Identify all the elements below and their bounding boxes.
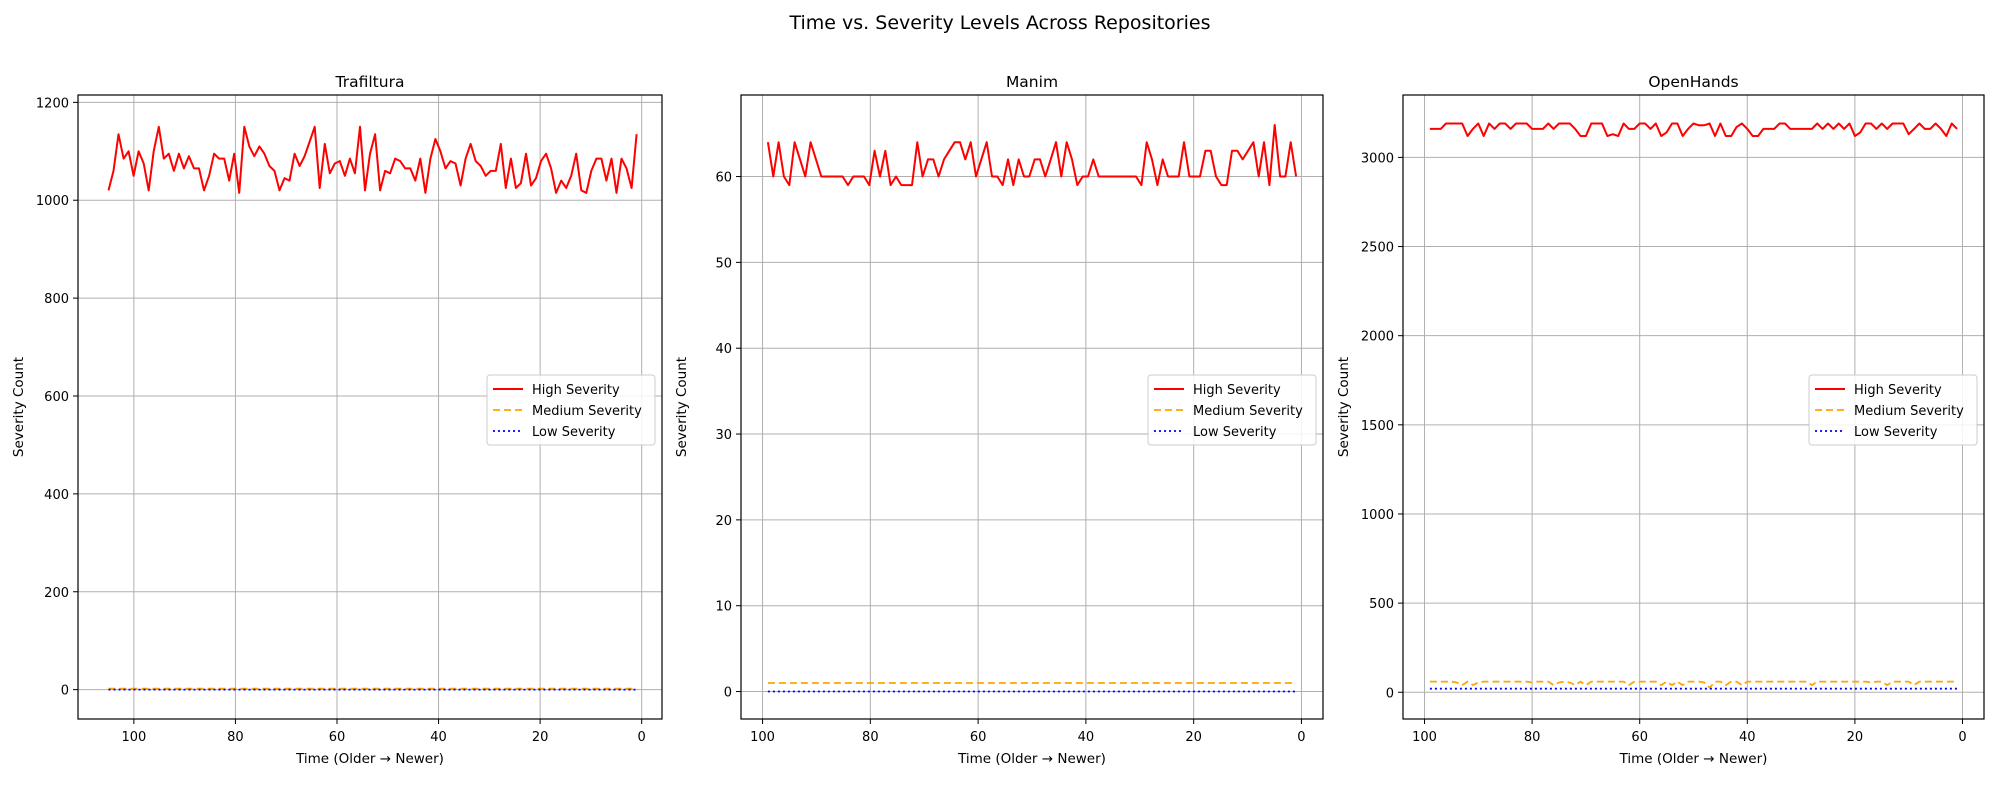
y-tick-label: 20 bbox=[715, 514, 732, 529]
high-severity-line bbox=[107, 125, 638, 194]
subplot-title-trafiltura: Trafiltura bbox=[335, 73, 405, 91]
legend: High Severity Medium Severity Low Severity bbox=[486, 374, 656, 446]
y-tick-label: 3000 bbox=[1361, 151, 1394, 166]
figure-title: Time vs. Severity Levels Across Reposito… bbox=[789, 12, 1211, 34]
y-tick-label: 1200 bbox=[36, 96, 69, 111]
high-severity-line bbox=[766, 124, 1298, 187]
legend-label: Low Severity bbox=[1193, 425, 1277, 440]
x-tick-label: 20 bbox=[1185, 730, 1202, 745]
x-tick-label: 80 bbox=[862, 730, 879, 745]
y-tick-label: 50 bbox=[715, 256, 732, 271]
x-tick-label: 60 bbox=[329, 730, 346, 745]
x-tick-label: 100 bbox=[121, 730, 146, 745]
x-tick-label: 20 bbox=[532, 730, 549, 745]
y-axis-label: Severity Count bbox=[1336, 357, 1352, 457]
legend-label: Medium Severity bbox=[1193, 404, 1303, 419]
subplot-openhands: 100 80 60 40 20 0050010001500200025003000Open… bbox=[1336, 73, 1985, 767]
x-tick-label: 40 bbox=[430, 730, 447, 745]
legend-label: Medium Severity bbox=[532, 404, 642, 419]
y-tick-label: 1000 bbox=[36, 194, 69, 209]
y-tick-label: 1000 bbox=[1361, 508, 1394, 523]
x-tick-label: 40 bbox=[1078, 730, 1095, 745]
y-tick-label: 2500 bbox=[1361, 241, 1394, 256]
y-tick-label: 500 bbox=[1369, 597, 1394, 612]
y-axis-label: Severity Count bbox=[11, 357, 27, 457]
x-tick-label: 20 bbox=[1847, 730, 1864, 745]
y-tick-label: 30 bbox=[715, 428, 732, 443]
legend-label: High Severity bbox=[1193, 383, 1281, 398]
plot-frame bbox=[740, 94, 1324, 720]
legend-label: Low Severity bbox=[1854, 425, 1938, 440]
y-tick-label: 600 bbox=[44, 390, 69, 405]
x-axis-label: Time (Older → Newer) bbox=[1619, 751, 1768, 767]
x-tick-label: 60 bbox=[1631, 730, 1648, 745]
legend-label: Low Severity bbox=[532, 425, 616, 440]
high-severity-line bbox=[1429, 122, 1958, 137]
legend-label: High Severity bbox=[532, 383, 620, 398]
x-tick-label: 0 bbox=[1297, 730, 1305, 745]
y-tick-label: 2000 bbox=[1361, 330, 1394, 345]
subplot-title-manim: Manim bbox=[1006, 73, 1058, 91]
plot-frame bbox=[1402, 94, 1985, 720]
y-tick-label: 200 bbox=[44, 586, 69, 601]
y-tick-label: 10 bbox=[715, 600, 732, 615]
y-tick-label: 400 bbox=[44, 488, 69, 503]
legend-box bbox=[1808, 374, 1978, 446]
x-tick-label: 100 bbox=[750, 730, 775, 745]
legend-label: Medium Severity bbox=[1854, 404, 1964, 419]
x-tick-label: 60 bbox=[970, 730, 987, 745]
legend: High Severity Medium Severity Low Severity bbox=[1808, 374, 1978, 446]
y-tick-label: 800 bbox=[44, 292, 69, 307]
y-tick-label: 0 bbox=[61, 684, 69, 699]
x-tick-label: 0 bbox=[1958, 730, 1966, 745]
x-tick-label: 40 bbox=[1739, 730, 1756, 745]
y-axis-label: Severity Count bbox=[674, 357, 690, 457]
legend-label: High Severity bbox=[1854, 383, 1942, 398]
subplot-manim: 100 80 60 40 20 0 0 10 20 30 40 50 60 Manim Time (Olde… bbox=[674, 73, 1324, 767]
y-tick-label: 0 bbox=[1386, 686, 1394, 701]
medium-severity-line bbox=[1429, 680, 1958, 689]
x-tick-label: 0 bbox=[638, 730, 646, 745]
plot-frame bbox=[77, 94, 663, 720]
y-tick-label: 0 bbox=[724, 686, 732, 701]
legend: High Severity Medium Severity Low Severity bbox=[1147, 374, 1317, 446]
x-tick-label: 80 bbox=[227, 730, 244, 745]
x-tick-label: 100 bbox=[1412, 730, 1437, 745]
y-tick-label: 40 bbox=[715, 342, 732, 357]
x-axis-label: Time (Older → Newer) bbox=[295, 751, 444, 767]
legend-box bbox=[486, 374, 656, 446]
y-tick-label: 60 bbox=[715, 171, 732, 186]
subplot-trafiltura: 100 80 60 40 20 0020040060080010001200Trafilt… bbox=[11, 73, 663, 767]
x-axis-label: Time (Older → Newer) bbox=[957, 751, 1106, 767]
y-tick-label: 1500 bbox=[1361, 419, 1394, 434]
subplot-title-openhands: OpenHands bbox=[1648, 73, 1738, 91]
x-tick-label: 80 bbox=[1524, 730, 1541, 745]
legend-box bbox=[1147, 374, 1317, 446]
